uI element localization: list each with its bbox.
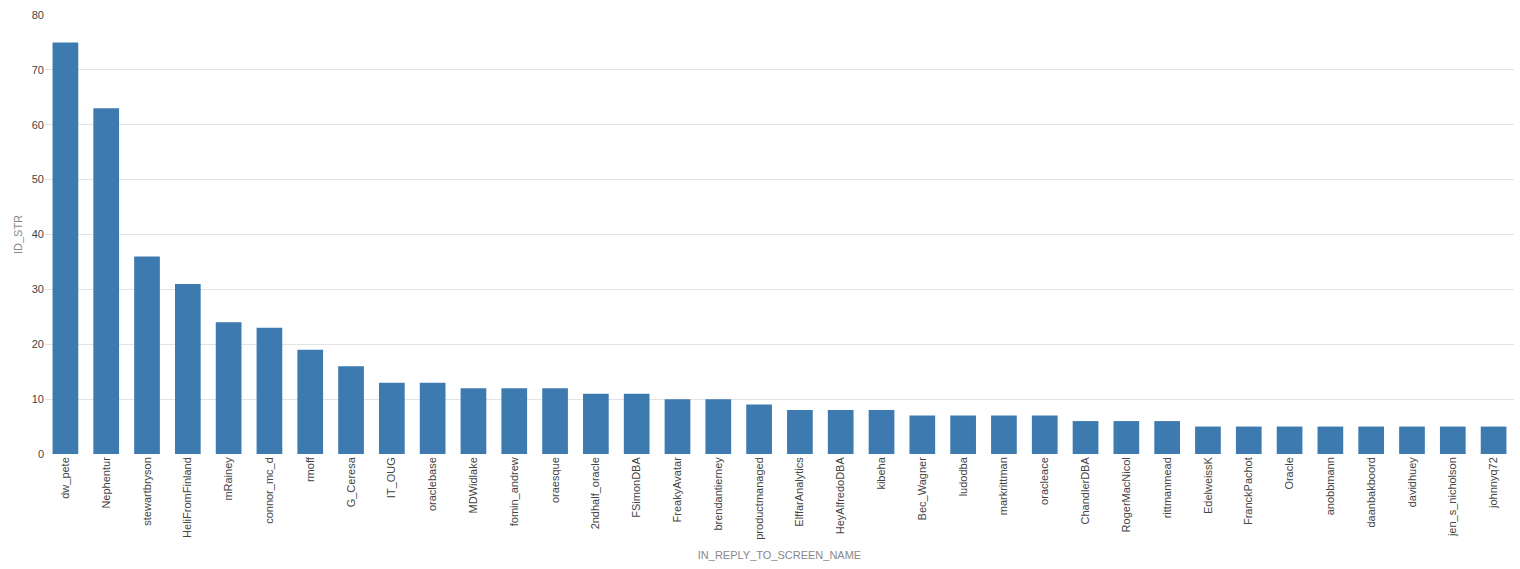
svg-text:ID_STR: ID_STR <box>12 215 24 254</box>
svg-text:oraesque: oraesque <box>549 457 561 503</box>
svg-text:Bec_Wagner: Bec_Wagner <box>916 457 928 521</box>
svg-text:IN_REPLY_TO_SCREEN_NAME: IN_REPLY_TO_SCREEN_NAME <box>698 549 861 561</box>
svg-text:Nephentur: Nephentur <box>100 457 112 509</box>
svg-text:fomin_andrew: fomin_andrew <box>508 457 520 526</box>
svg-text:0: 0 <box>38 448 44 460</box>
svg-text:30: 30 <box>32 283 44 295</box>
svg-text:brendantierney: brendantierney <box>712 457 724 531</box>
svg-text:anobbmann: anobbmann <box>1324 457 1336 515</box>
svg-text:productmanaged: productmanaged <box>753 457 765 540</box>
svg-text:FranckPachot: FranckPachot <box>1242 457 1254 525</box>
svg-text:HeyAlfredoDBA: HeyAlfredoDBA <box>834 457 846 535</box>
svg-text:2ndhalf_oracle: 2ndhalf_oracle <box>589 457 601 529</box>
svg-text:HeliFromFinland: HeliFromFinland <box>181 457 193 538</box>
svg-text:rittmanmead: rittmanmead <box>1161 457 1173 518</box>
svg-text:oracleace: oracleace <box>1038 457 1050 505</box>
svg-text:RogerMacNicol: RogerMacNicol <box>1120 457 1132 532</box>
svg-text:Oracle: Oracle <box>1283 457 1295 489</box>
svg-text:kibeha: kibeha <box>875 456 887 489</box>
svg-text:ChandlerDBA: ChandlerDBA <box>1079 457 1091 525</box>
svg-text:FreakyAvatar: FreakyAvatar <box>671 457 683 523</box>
svg-text:jen_s_nicholson: jen_s_nicholson <box>1446 457 1458 537</box>
svg-text:johnnyq72: johnnyq72 <box>1487 457 1499 509</box>
svg-text:daanbakboord: daanbakboord <box>1365 457 1377 527</box>
svg-text:ElffarAnalytics: ElffarAnalytics <box>793 457 805 527</box>
svg-text:10: 10 <box>32 393 44 405</box>
svg-text:connor_mc_d: connor_mc_d <box>263 457 275 524</box>
svg-text:davidhuey: davidhuey <box>1406 457 1418 508</box>
svg-text:dw_pete: dw_pete <box>59 457 71 499</box>
svg-text:60: 60 <box>32 119 44 131</box>
svg-text:20: 20 <box>32 338 44 350</box>
svg-text:IT_OUG: IT_OUG <box>385 457 397 498</box>
svg-text:MDWidlake: MDWidlake <box>467 457 479 513</box>
svg-text:50: 50 <box>32 173 44 185</box>
svg-text:markrittman: markrittman <box>998 457 1010 515</box>
svg-text:EdelweissK: EdelweissK <box>1202 457 1214 515</box>
svg-text:70: 70 <box>32 64 44 76</box>
svg-text:rmoff: rmoff <box>304 456 316 482</box>
svg-text:ludodba: ludodba <box>957 456 969 496</box>
svg-text:80: 80 <box>32 9 44 21</box>
svg-text:G_Ceresa: G_Ceresa <box>345 456 357 507</box>
svg-text:stewartbryson: stewartbryson <box>141 457 153 525</box>
svg-text:oraclebase: oraclebase <box>426 457 438 511</box>
svg-text:mRainey: mRainey <box>222 457 234 501</box>
svg-text:40: 40 <box>32 228 44 240</box>
svg-text:FSimonDBA: FSimonDBA <box>630 457 642 518</box>
